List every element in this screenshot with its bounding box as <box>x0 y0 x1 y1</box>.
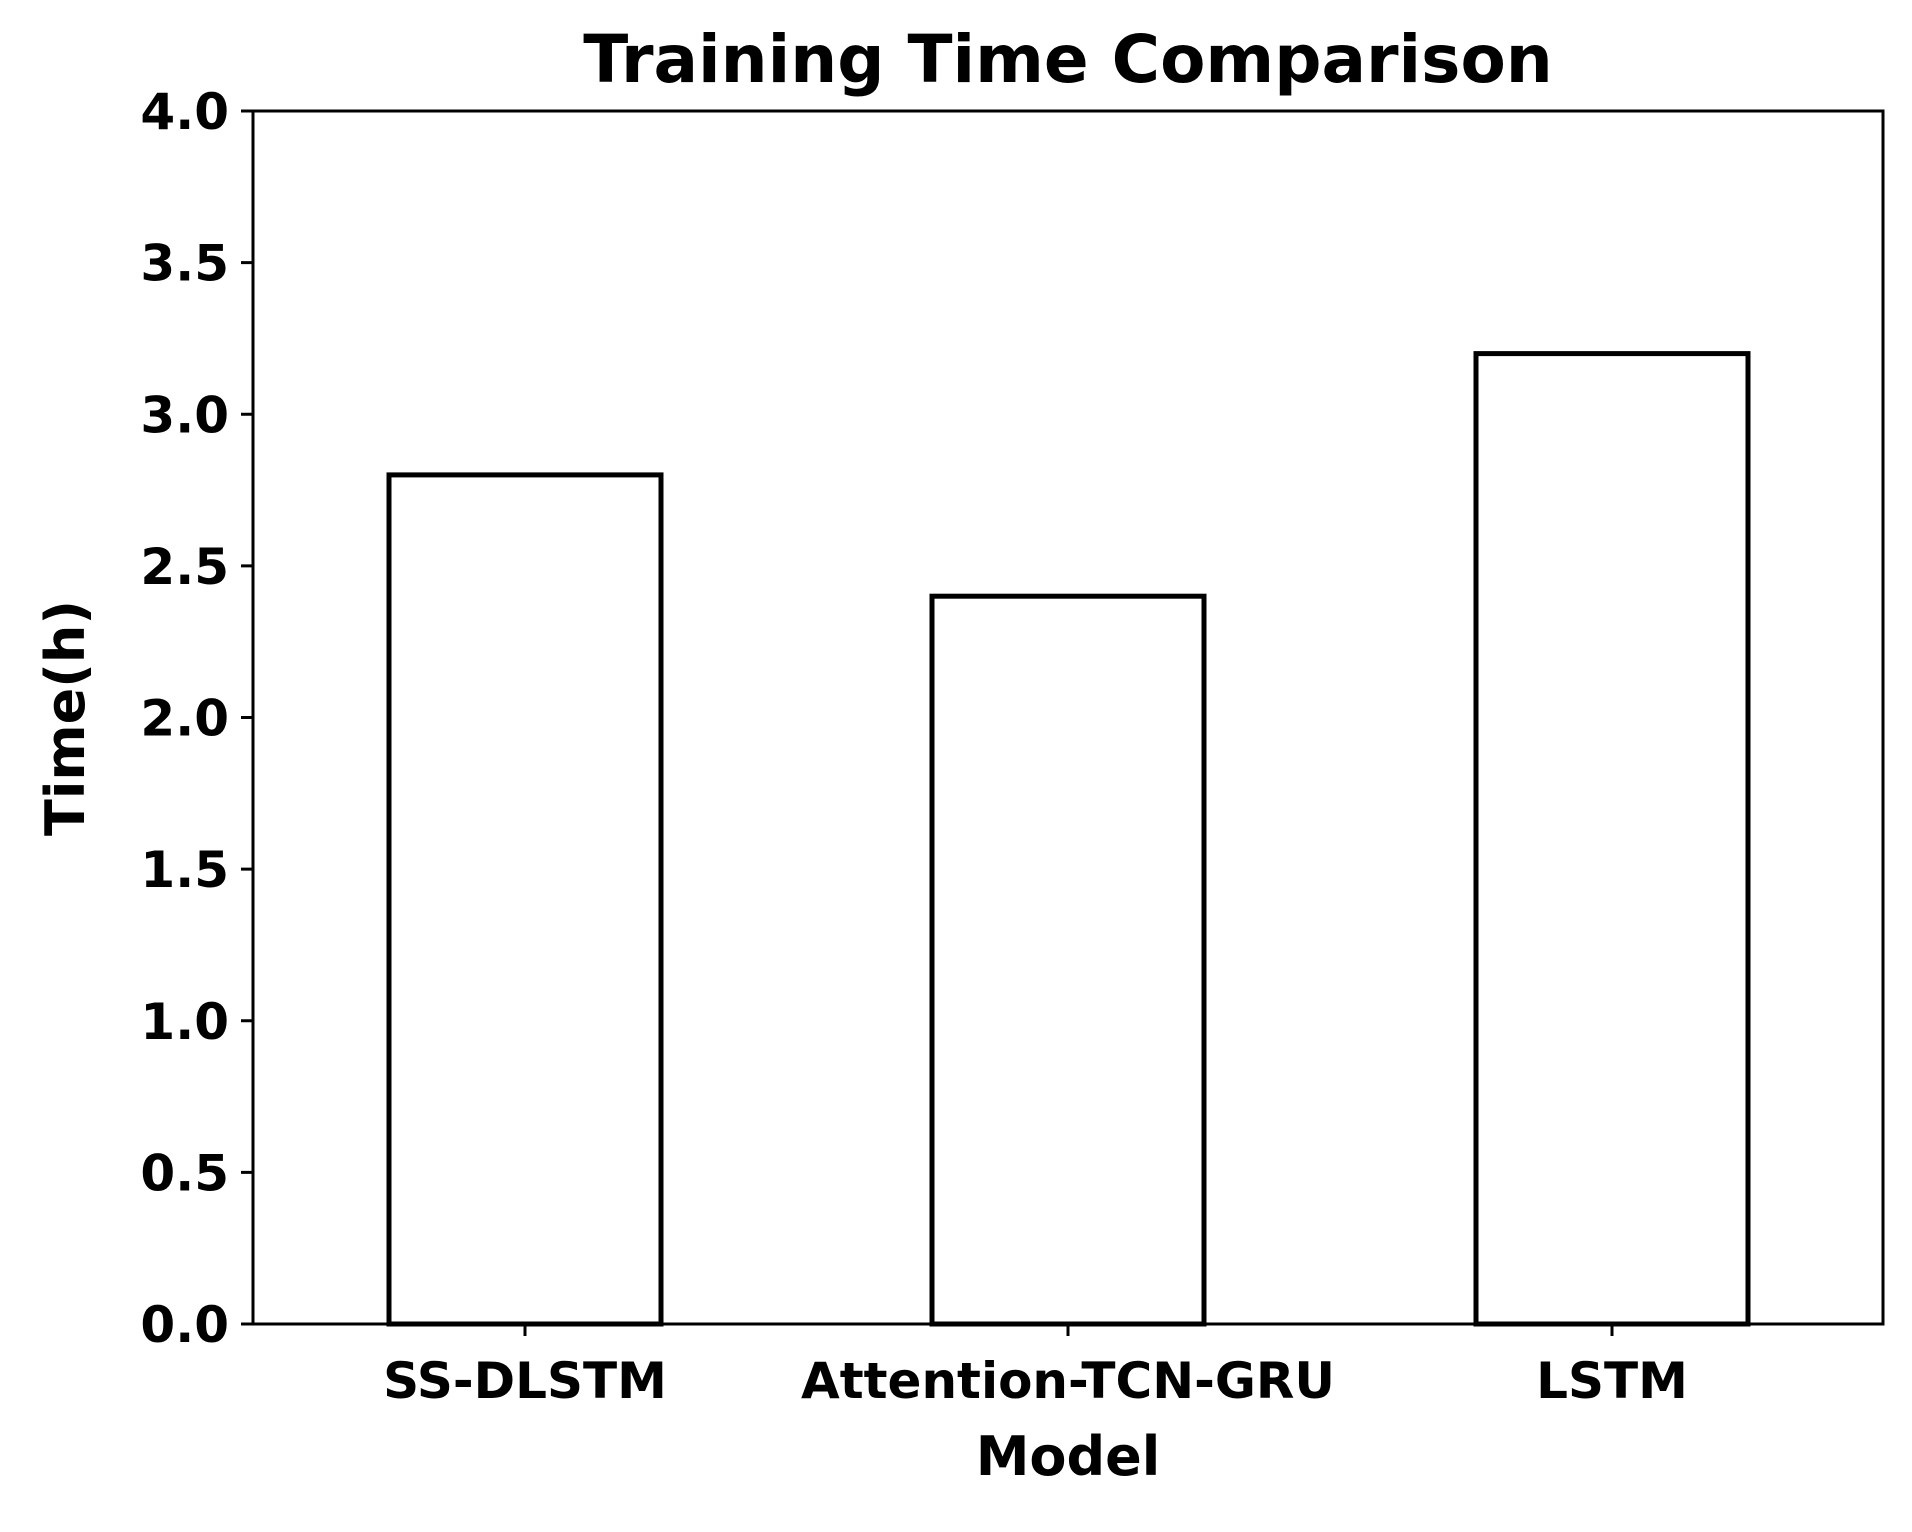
y-axis-label: Time(h) <box>34 600 97 836</box>
y-tick-label: 0.5 <box>140 1144 229 1202</box>
bar-lstm <box>1473 351 1751 1327</box>
y-tick-label: 1.0 <box>140 993 229 1051</box>
y-tick-label: 1.5 <box>140 841 229 899</box>
y-tick-label: 3.0 <box>140 386 229 444</box>
y-tick-label: 0.0 <box>140 1296 229 1354</box>
chart-title: Training Time Comparison <box>583 21 1553 98</box>
bar-ss-dlstm <box>386 472 664 1327</box>
x-tick-label: SS-DLSTM <box>383 1352 667 1410</box>
y-tick-label: 4.0 <box>140 83 229 141</box>
y-tick-label: 2.0 <box>140 690 229 748</box>
x-axis-label: Model <box>976 1425 1161 1488</box>
x-tick-label: Attention-TCN-GRU <box>801 1352 1335 1410</box>
y-tick-label: 3.5 <box>140 235 229 293</box>
plot-area-frame <box>251 109 1885 1326</box>
y-tick-label: 2.5 <box>140 538 229 596</box>
bar-attention-tcn-gru <box>929 593 1207 1327</box>
ticks-layer: SS-DLSTM Attention-TCN-GRU LSTM 0.0 0.5 1.0 1.… <box>140 83 1687 1410</box>
bars-layer <box>386 351 1751 1327</box>
x-tick-label: LSTM <box>1536 1352 1688 1410</box>
